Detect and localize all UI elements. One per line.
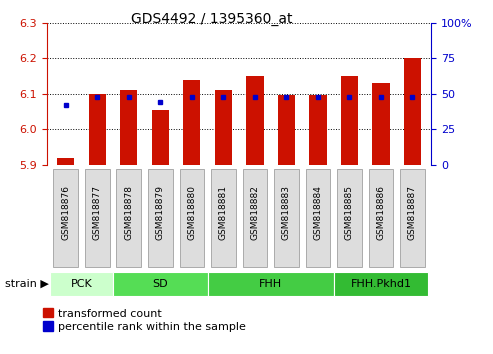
Text: SD: SD [152, 279, 168, 289]
Text: GSM818880: GSM818880 [187, 185, 196, 240]
Bar [309, 95, 326, 165]
Text: GSM818884: GSM818884 [314, 185, 322, 240]
FancyBboxPatch shape [116, 169, 141, 267]
Bar [246, 76, 264, 165]
Text: GSM818883: GSM818883 [282, 185, 291, 240]
FancyBboxPatch shape [179, 169, 204, 267]
FancyBboxPatch shape [334, 272, 428, 296]
Bar [372, 83, 389, 165]
Text: strain ▶: strain ▶ [5, 279, 49, 289]
FancyBboxPatch shape [148, 169, 173, 267]
FancyBboxPatch shape [208, 272, 334, 296]
Text: FHH.Pkhd1: FHH.Pkhd1 [351, 279, 412, 289]
Bar [89, 94, 106, 165]
Text: GSM818876: GSM818876 [61, 185, 70, 240]
FancyBboxPatch shape [85, 169, 109, 267]
Text: GDS4492 / 1395360_at: GDS4492 / 1395360_at [131, 12, 293, 27]
FancyBboxPatch shape [211, 169, 236, 267]
Bar [341, 76, 358, 165]
Bar [278, 95, 295, 165]
Text: GSM818879: GSM818879 [156, 185, 165, 240]
Bar [183, 80, 201, 165]
Bar [57, 158, 74, 165]
Bar [120, 90, 138, 165]
Text: GSM818881: GSM818881 [219, 185, 228, 240]
FancyBboxPatch shape [53, 169, 78, 267]
FancyBboxPatch shape [369, 169, 393, 267]
FancyBboxPatch shape [243, 169, 267, 267]
FancyBboxPatch shape [400, 169, 425, 267]
FancyBboxPatch shape [274, 169, 299, 267]
Bar [404, 58, 421, 165]
Bar [152, 110, 169, 165]
Text: GSM818885: GSM818885 [345, 185, 354, 240]
Legend: transformed count, percentile rank within the sample: transformed count, percentile rank withi… [42, 308, 246, 332]
Text: GSM818878: GSM818878 [124, 185, 133, 240]
FancyBboxPatch shape [337, 169, 362, 267]
Text: PCK: PCK [70, 279, 92, 289]
Text: GSM818886: GSM818886 [377, 185, 386, 240]
Text: GSM818887: GSM818887 [408, 185, 417, 240]
Text: FHH: FHH [259, 279, 282, 289]
FancyBboxPatch shape [306, 169, 330, 267]
FancyBboxPatch shape [50, 272, 113, 296]
Text: GSM818877: GSM818877 [93, 185, 102, 240]
Text: GSM818882: GSM818882 [250, 185, 259, 240]
Bar [214, 90, 232, 165]
FancyBboxPatch shape [113, 272, 208, 296]
